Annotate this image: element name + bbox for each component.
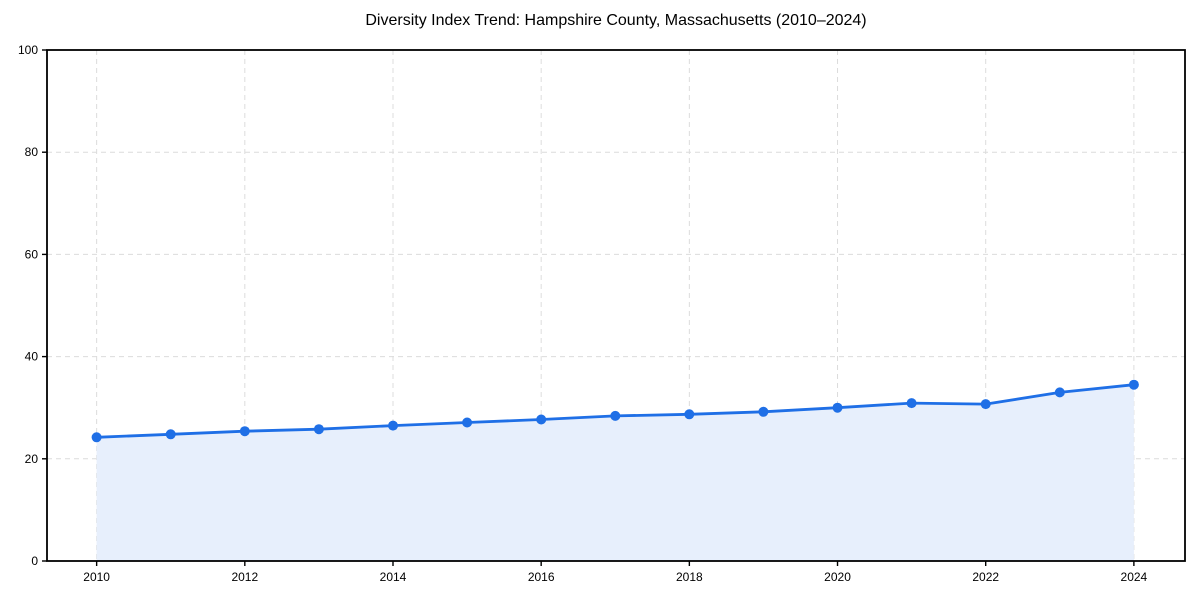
data-point (1128, 379, 1139, 390)
data-point (758, 406, 769, 417)
plot-border (46, 49, 1186, 562)
x-tick-label: 2024 (1121, 570, 1148, 584)
data-point (832, 402, 843, 413)
data-point (536, 414, 547, 425)
x-tick-label: 2016 (528, 570, 555, 584)
data-point (684, 409, 695, 420)
x-tick-label: 2014 (380, 570, 407, 584)
y-tick-label: 100 (18, 43, 38, 57)
chart-title: Diversity Index Trend: Hampshire County,… (365, 12, 867, 29)
x-tick-label: 2018 (676, 570, 703, 584)
y-tick-label: 0 (31, 554, 38, 568)
data-point (980, 399, 991, 410)
data-point (313, 424, 324, 435)
y-tick-label: 60 (25, 247, 39, 261)
y-tick-label: 80 (25, 145, 39, 159)
data-point (165, 429, 176, 440)
data-point (906, 398, 917, 409)
data-point (239, 426, 250, 437)
x-tick-label: 2012 (231, 570, 258, 584)
data-point (1054, 387, 1065, 398)
y-tick-label: 40 (25, 350, 39, 364)
data-point (388, 420, 398, 431)
y-tick-label: 20 (25, 452, 39, 466)
x-tick-label: 2010 (83, 570, 110, 584)
x-tick-label: 2020 (824, 570, 851, 584)
x-tick-label: 2022 (972, 570, 999, 584)
data-point (462, 417, 473, 428)
data-point (610, 410, 621, 421)
data-point (91, 432, 102, 443)
